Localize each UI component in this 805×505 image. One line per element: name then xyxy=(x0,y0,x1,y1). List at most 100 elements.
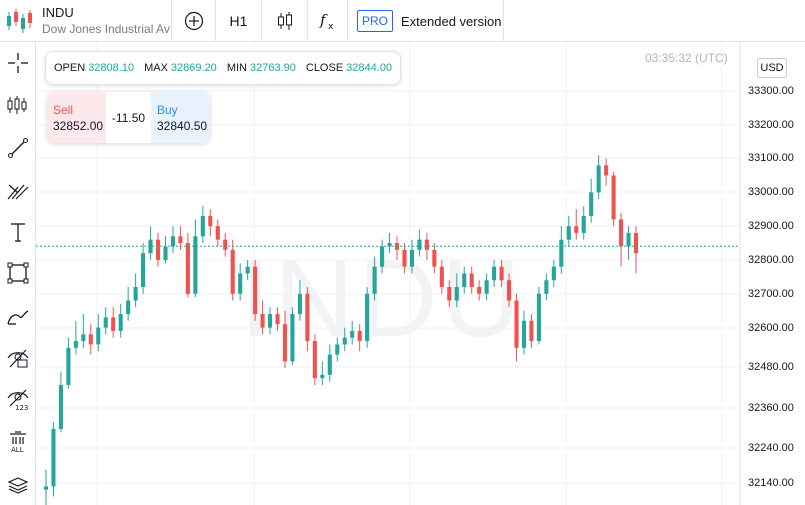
candle-body xyxy=(506,280,512,301)
candle xyxy=(604,158,609,186)
candle xyxy=(529,314,534,348)
pitchfork-tool[interactable] xyxy=(0,171,36,209)
candle-body xyxy=(43,486,49,490)
candle-body xyxy=(357,330,362,342)
candle-body xyxy=(208,216,213,227)
candle xyxy=(469,266,474,294)
price-tick-label: 32480.00 xyxy=(748,361,794,373)
currency-button[interactable]: USD xyxy=(757,58,787,78)
candle-body xyxy=(350,330,355,338)
text-icon xyxy=(11,223,25,242)
buy-label: Buy xyxy=(157,103,178,117)
symbol-selector[interactable]: INDU Dow Jones Industrial Avera xyxy=(0,0,172,42)
candle-body xyxy=(596,165,601,193)
min-label: MIN xyxy=(226,62,247,74)
price-chart[interactable] xyxy=(36,42,805,505)
candle xyxy=(350,320,355,345)
candle-body xyxy=(492,266,497,281)
brush-tool[interactable] xyxy=(0,297,36,335)
candle-body xyxy=(417,239,422,250)
candle-body xyxy=(200,216,205,237)
layers-tool[interactable] xyxy=(0,465,36,503)
candle-body xyxy=(253,266,258,315)
candle-body xyxy=(335,344,340,355)
candle xyxy=(88,324,93,355)
hide-indicators-tool[interactable]: 123 xyxy=(0,381,36,419)
svg-text:ALL: ALL xyxy=(11,446,24,454)
buy-button[interactable]: Buy 32840.50 xyxy=(151,92,210,143)
candle xyxy=(290,307,295,365)
candle xyxy=(58,371,63,433)
candle xyxy=(260,300,265,335)
candle-body xyxy=(402,249,407,267)
candle xyxy=(215,219,220,247)
price-tick-label: 33000.00 xyxy=(748,186,794,198)
candle xyxy=(141,243,146,294)
candle-body xyxy=(469,273,474,287)
ohlc-legend: OPEN 32808.10 MAX 32869.20 MIN 32763.90 CLO… xyxy=(45,51,402,85)
sell-label: Sell xyxy=(53,103,74,117)
candle-body xyxy=(223,239,228,250)
chart-area[interactable]: INDU xyxy=(36,42,805,505)
price-tick-label: 33100.00 xyxy=(748,152,794,164)
hide-drawings-icon xyxy=(7,349,29,368)
candles-tool[interactable] xyxy=(0,86,36,124)
candle xyxy=(596,155,601,200)
candle-body xyxy=(238,273,243,294)
candle-body xyxy=(559,239,564,267)
trade-widget: Sell 32852.00 -11.50 Buy 32840.50 xyxy=(47,92,210,143)
candle-body xyxy=(320,374,325,379)
candle-body xyxy=(126,300,131,315)
chart-type-button[interactable] xyxy=(262,0,308,42)
candle-body xyxy=(454,287,459,301)
candle-body xyxy=(365,293,370,342)
candle xyxy=(66,337,71,389)
candle-body xyxy=(327,354,332,375)
timeframe-label: H1 xyxy=(229,13,248,29)
candles-logo-icon xyxy=(7,9,32,33)
buy-price: 32840.50 xyxy=(157,119,208,133)
plus-circle-icon xyxy=(184,11,203,31)
candle xyxy=(365,287,370,348)
sell-button[interactable]: Sell 32852.00 xyxy=(47,92,106,143)
candle xyxy=(499,259,504,287)
drawing-toolbar: 123 ALL xyxy=(0,42,36,505)
crosshair-tool[interactable] xyxy=(0,44,36,82)
candle xyxy=(81,314,86,348)
candle xyxy=(536,287,541,345)
candle xyxy=(111,307,116,338)
candle xyxy=(297,280,302,321)
delete-all-tool[interactable]: ALL xyxy=(0,423,36,461)
candle xyxy=(402,243,407,274)
timeframe-button[interactable]: H1 xyxy=(216,0,262,42)
candle xyxy=(96,314,101,352)
spread-value: -11.50 xyxy=(111,110,146,125)
price-tick-label: 32360.00 xyxy=(748,402,794,414)
candle-body xyxy=(447,287,452,301)
candle-body xyxy=(611,175,616,220)
candle xyxy=(454,273,459,308)
close-value: 32844.00 xyxy=(346,62,393,74)
candle-body xyxy=(387,243,392,247)
hide-drawings-tool[interactable] xyxy=(0,339,36,377)
close-label: CLOSE xyxy=(305,62,344,74)
trend-line-tool[interactable] xyxy=(0,129,36,167)
compare-button[interactable] xyxy=(172,0,216,42)
candle-body xyxy=(230,249,235,294)
text-tool[interactable] xyxy=(0,213,36,251)
candle xyxy=(43,469,49,505)
candle xyxy=(417,229,422,257)
candle xyxy=(238,263,243,301)
extended-version-button[interactable]: PRO Extended version xyxy=(348,0,504,42)
rectangle-tool[interactable] xyxy=(0,254,36,292)
candle-body xyxy=(604,165,609,176)
candle-body xyxy=(424,239,429,250)
candle xyxy=(103,307,108,335)
candle xyxy=(51,422,56,497)
svg-text:f: f xyxy=(319,11,328,29)
candle xyxy=(633,226,639,274)
candle xyxy=(342,327,347,352)
candle xyxy=(551,259,556,287)
candle xyxy=(611,172,616,227)
